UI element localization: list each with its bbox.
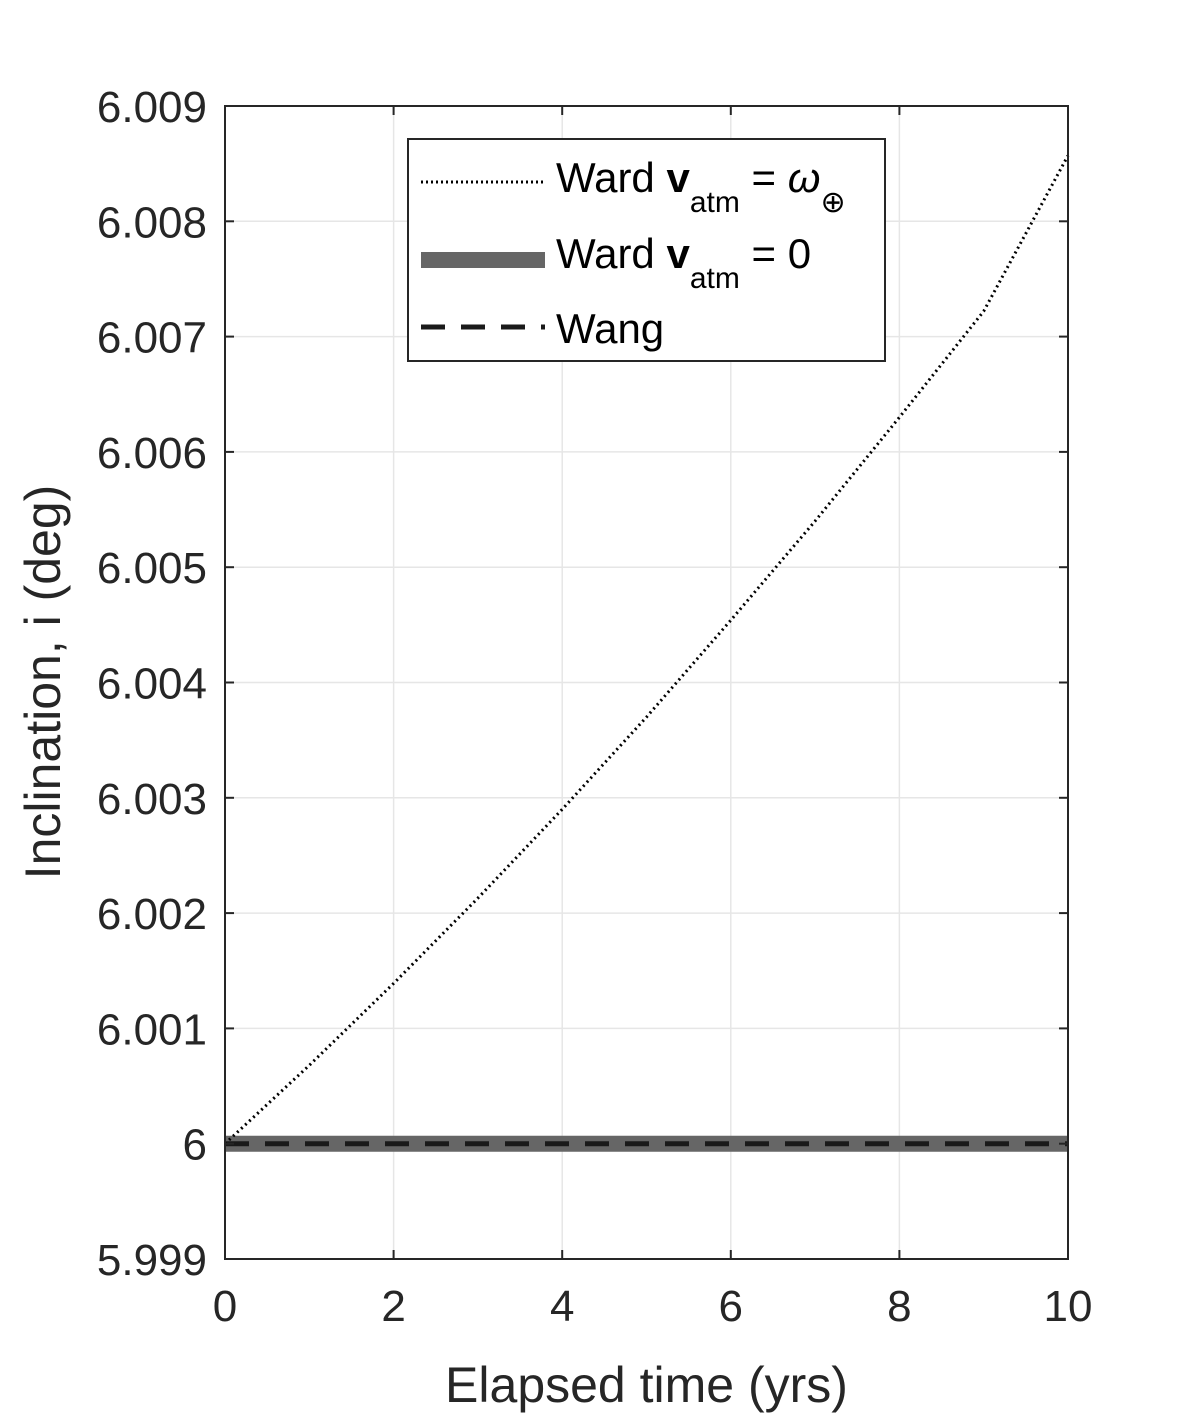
y-tick-labels: 5.999 6 6.001 6.002 6.003 6.004 6.005 6.006 6.00… — [97, 83, 207, 1285]
y-tick-label: 6.003 — [97, 775, 207, 824]
axis-ticks — [224, 105, 1069, 1260]
x-tick-labels: 0 2 4 6 8 10 — [213, 1282, 1093, 1331]
x-tick-label: 6 — [719, 1282, 743, 1331]
y-tick-label: 6.007 — [97, 314, 207, 363]
y-tick-label: 6 — [183, 1121, 207, 1170]
x-tick-label: 10 — [1044, 1282, 1093, 1331]
y-tick-label: 6.008 — [97, 198, 207, 247]
x-tick-label: 4 — [550, 1282, 574, 1331]
series-ward-omega-line — [223, 154, 1070, 1145]
legend-label-wang: Wang — [556, 305, 664, 352]
y-tick-label: 6.004 — [97, 660, 207, 709]
legend: Ward vatm = ω⊕ Ward vatm = 0 Wang — [407, 138, 886, 362]
y-tick-label: 5.999 — [97, 1236, 207, 1285]
y-tick-label: 6.002 — [97, 890, 207, 939]
x-axis-title: Elapsed time (yrs) — [445, 1357, 848, 1413]
x-tick-label: 2 — [381, 1282, 405, 1331]
legend-label-ward-omega: Ward vatm = ω⊕ — [556, 154, 846, 219]
y-axis-title: Inclination, i (deg) — [15, 485, 71, 880]
y-tick-label: 6.006 — [97, 429, 207, 478]
series-layer — [223, 154, 1070, 1152]
legend-label-ward-zero: Ward vatm = 0 — [556, 230, 811, 295]
y-tick-label: 6.005 — [97, 544, 207, 593]
legend-box — [407, 138, 886, 362]
y-tick-label: 6.001 — [97, 1005, 207, 1054]
x-tick-label: 0 — [213, 1282, 237, 1331]
y-tick-label: 6.009 — [97, 83, 207, 132]
x-tick-label: 8 — [887, 1282, 911, 1331]
